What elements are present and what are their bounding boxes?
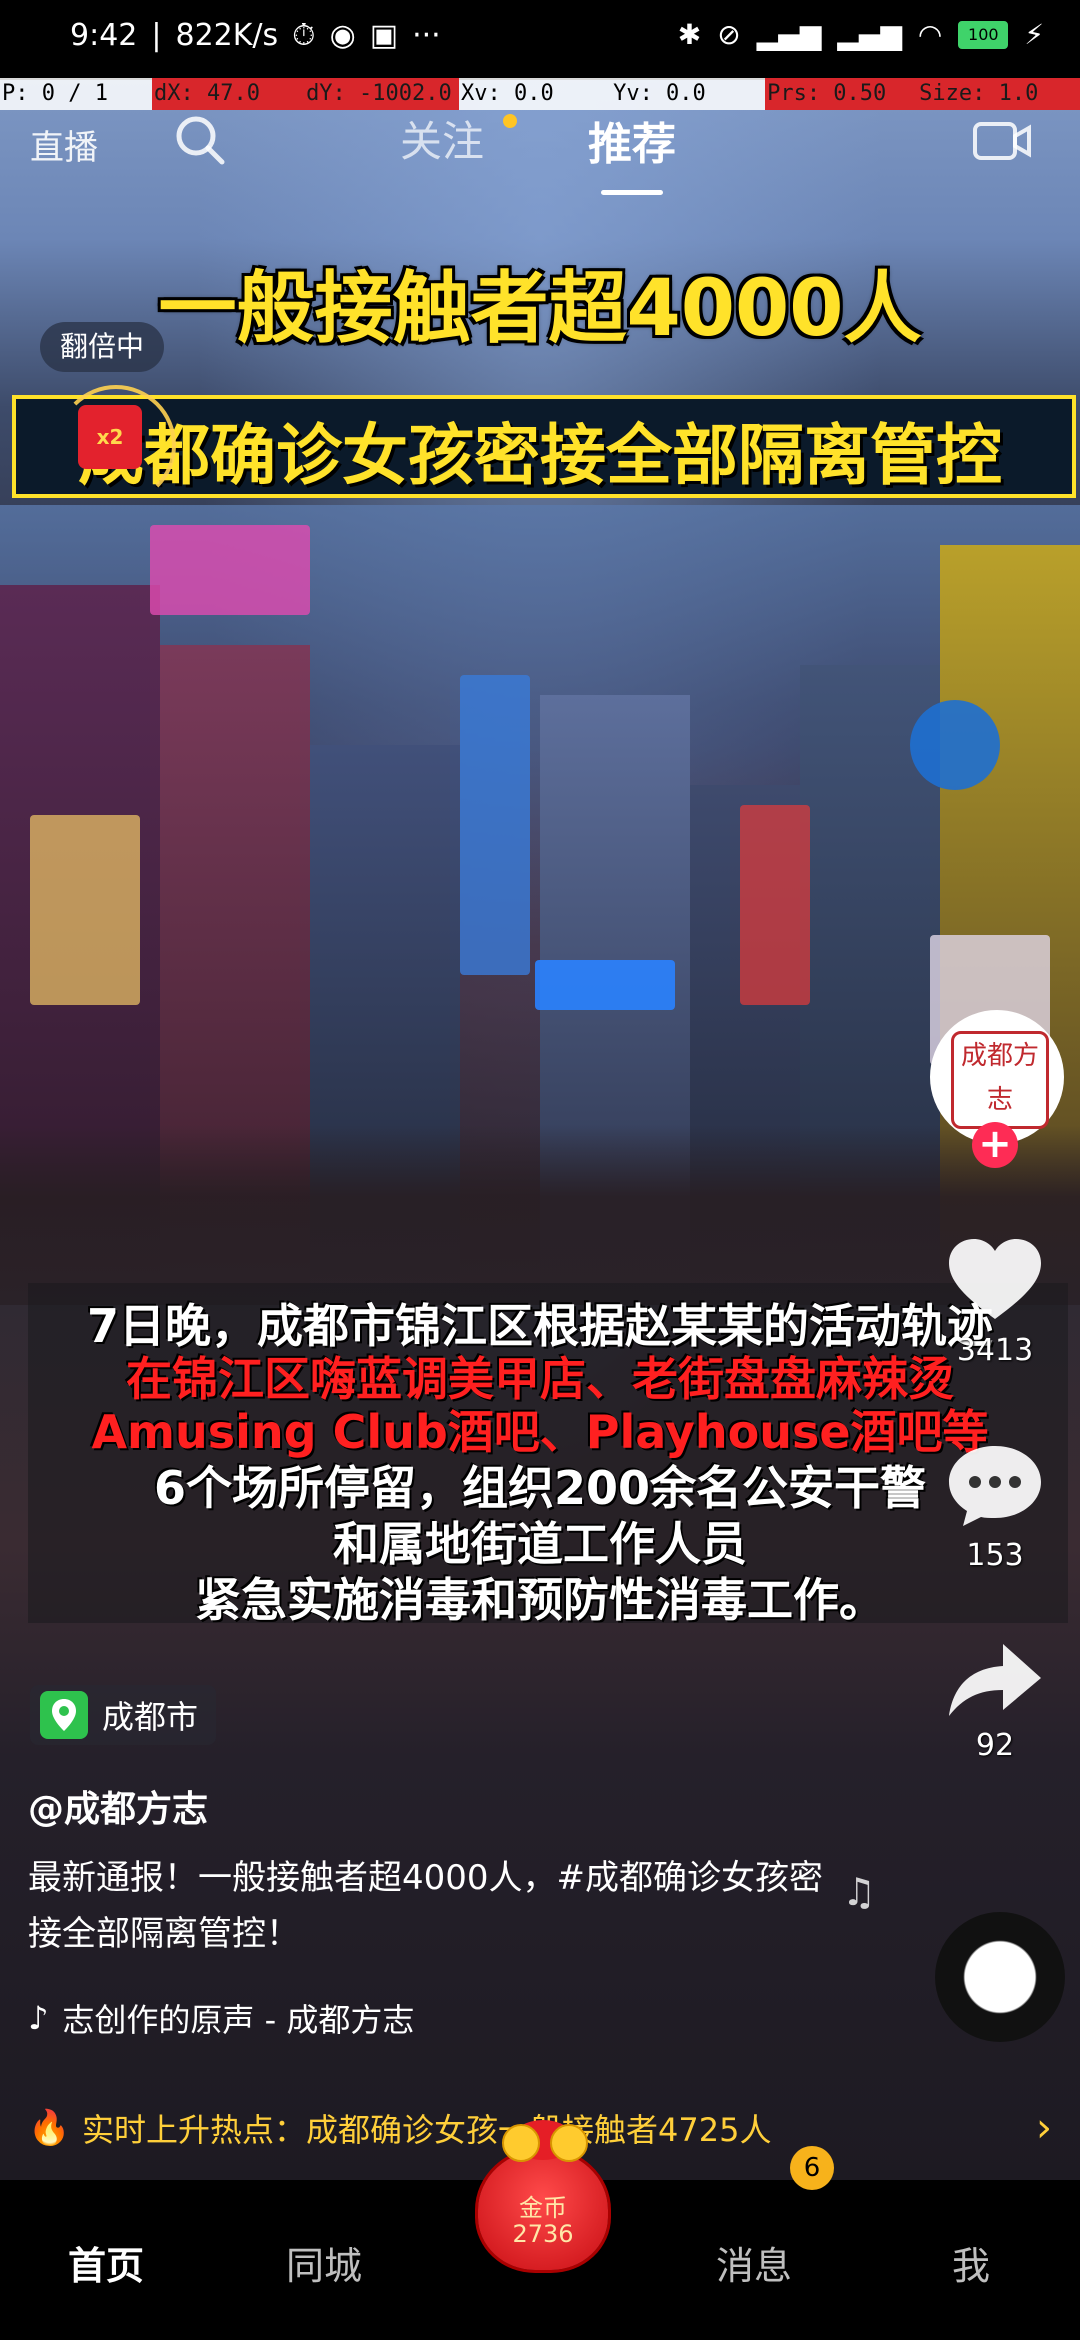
headline-banner: [12, 395, 1076, 498]
messages-badge: 6: [790, 2146, 834, 2190]
debug-dx: dX: 47.0: [152, 78, 305, 110]
music-disc[interactable]: [935, 1912, 1065, 2042]
heart-icon: [949, 1239, 1041, 1319]
status-bar: 9:42 | 822K/s ⏱ ◉ ▣ ··· ✱ ⊘ ▂▄▆ ▂▄▆ ◠ 10…: [0, 0, 1080, 80]
live-button[interactable]: 直播: [30, 128, 98, 168]
coin-count: 2736: [512, 2220, 574, 2248]
clock: 9:42: [70, 18, 138, 53]
subtitle-line: 和属地街道工作人员: [333, 1517, 747, 1571]
fire-icon: 🔥: [28, 2108, 71, 2148]
subtitle-line: 紧急实施消毒和预防性消毒工作。: [195, 1573, 885, 1627]
debug-size: Size: 1.0: [917, 78, 1080, 110]
coin-bag-icon: [478, 2150, 608, 2270]
video-frame-street-scene: [0, 505, 1080, 1305]
music-title: 志创作的原声 - 成都方志: [62, 2001, 415, 2039]
nav-nearby[interactable]: 同城: [286, 2244, 363, 2288]
location-tag[interactable]: 成都市: [30, 1685, 217, 1745]
hot-topic-text: 实时上升热点：成都确诊女孩一般接触者4725人: [82, 2111, 772, 2149]
follow-button[interactable]: +: [972, 1122, 1018, 1168]
tab-recommend[interactable]: 推荐: [588, 119, 676, 170]
music-info[interactable]: ♪ 志创作的原声 - 成都方志: [28, 1995, 414, 2041]
like-count: 3413: [956, 1333, 1034, 1368]
hot-topic-bar[interactable]: 🔥 实时上升热点：成都确诊女孩一般接触者4725人 ›: [0, 2095, 1080, 2161]
gold-coin-button[interactable]: 金币 2736: [478, 2120, 608, 2270]
bluetooth-icon: ✱: [677, 18, 702, 51]
comment-icon: [949, 1446, 1041, 1526]
debug-prs: Prs: 0.50: [765, 78, 918, 110]
tab-follow[interactable]: 关注: [400, 117, 485, 166]
message-icon: ▣: [369, 18, 399, 53]
new-content-dot: [503, 114, 517, 128]
pointer-debug-bar: P: 0 / 1 dX: 47.0 dY: -1002.0 Xv: 0.0 Yv…: [0, 78, 1080, 110]
charging-icon: ⚡: [1024, 18, 1044, 51]
double-reward-pill[interactable]: 翻倍中: [40, 322, 165, 372]
subtitle-line: Amusing Club酒吧、Playhouse酒吧等: [91, 1405, 989, 1459]
music-note-icon: ♫: [842, 1870, 877, 1914]
more-icon: ···: [412, 18, 441, 53]
video-subheadline: 成都确诊女孩密接全部隔离管控: [78, 417, 1002, 494]
coin-icon: [502, 2124, 540, 2162]
search-icon[interactable]: [172, 112, 228, 168]
author-name[interactable]: @成都方志: [28, 1789, 209, 1830]
camera-icon[interactable]: [972, 114, 1032, 166]
location-text: 成都市: [102, 1698, 199, 1736]
share-button[interactable]: 92: [930, 1640, 1060, 1763]
chevron-right-icon: ›: [1036, 2105, 1052, 2151]
debug-dy: dY: -1002.0: [304, 78, 460, 110]
battery-icon: 100: [958, 20, 1009, 49]
subtitle-line: 在锦江区嗨蓝调美甲店、老街盘盘麻辣烫: [126, 1352, 954, 1406]
comment-count: 153: [966, 1538, 1024, 1573]
network-speed: 822K/s: [175, 18, 279, 53]
comment-button[interactable]: 153: [930, 1440, 1060, 1573]
active-tab-indicator: [601, 190, 663, 195]
signal-icon: ▂▄▆: [756, 18, 822, 51]
like-button[interactable]: 3413: [930, 1235, 1060, 1368]
coin-label: 金币: [519, 2194, 567, 2222]
reward-progress-ring: [56, 385, 176, 505]
coin-icon: [550, 2124, 588, 2162]
debug-xv: Xv: 0.0: [459, 78, 612, 110]
tiktok-note-icon: ♪: [28, 1999, 49, 2037]
share-count: 92: [975, 1728, 1015, 1763]
nav-home[interactable]: 首页: [68, 2244, 145, 2288]
alarm-icon: ⏱: [292, 18, 316, 53]
subtitle-panel: [28, 1283, 1068, 1623]
nav-messages[interactable]: 消息: [716, 2244, 793, 2288]
vibrate-icon: ⊘: [717, 18, 741, 51]
video-headline: 一般接触者超4000人: [158, 264, 922, 354]
top-nav: 直播 关注 推荐: [0, 100, 1080, 200]
nav-me[interactable]: 我: [952, 2244, 991, 2288]
subtitle-line: 6个场所停留，组织200余名公安干警: [153, 1461, 927, 1515]
app-icon: ◉: [329, 18, 356, 53]
location-pin-icon: [40, 1691, 88, 1739]
share-arrow-icon: [949, 1644, 1041, 1716]
wifi-icon: ◠: [917, 18, 943, 51]
debug-p: P: 0 / 1: [0, 78, 153, 110]
signal-2-icon: ▂▄▆: [837, 18, 902, 51]
debug-yv: Yv: 0.0: [611, 78, 766, 110]
subtitle-line: 7日晚，成都市锦江区根据赵某某的活动轨迹: [86, 1299, 993, 1353]
video-caption[interactable]: 最新通报！一般接触者超4000人，#成都确诊女孩密接全部隔离管控！: [28, 1858, 824, 1954]
red-packet-icon[interactable]: x2: [78, 405, 142, 469]
avatar-seal: 成都方志: [951, 1031, 1049, 1129]
